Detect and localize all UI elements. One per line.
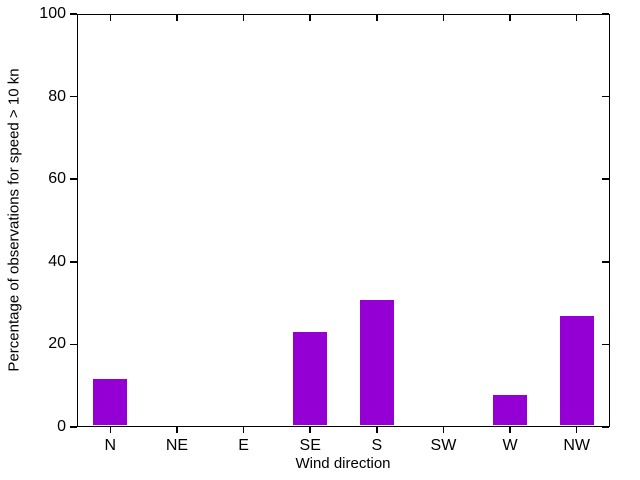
bottom-tick-nw: [575, 427, 578, 433]
bar-nw: [559, 315, 594, 426]
bottom-tick-e: [242, 427, 245, 433]
bar-w: [493, 394, 528, 426]
top-tick-nw: [575, 14, 578, 21]
bottom-tick-se: [309, 427, 311, 433]
bar-se: [293, 332, 328, 426]
top-tick-e: [242, 14, 245, 21]
y-tick-left-0: [70, 426, 77, 428]
top-tick-w: [509, 14, 511, 21]
x-tick-label-nw: NW: [563, 437, 591, 454]
y-tick-right-100: [601, 13, 609, 15]
bottom-tick-sw: [442, 427, 445, 433]
x-tick-label-se: SE: [299, 437, 321, 454]
y-tick-left-60: [70, 178, 77, 180]
y-tick-label-80: 80: [48, 87, 66, 105]
bar-n: [93, 378, 128, 426]
y-tick-right-20: [601, 343, 609, 346]
y-tick-right-40: [601, 261, 609, 263]
y-tick-label-20: 20: [48, 335, 66, 353]
y-tick-label-40: 40: [48, 252, 66, 270]
y-tick-right-60: [601, 178, 609, 180]
x-tick-label-w: W: [502, 437, 518, 454]
y-tick-label-0: 0: [57, 418, 66, 435]
y-tick-left-100: [70, 13, 77, 15]
x-axis-title: Wind direction: [295, 455, 391, 472]
top-tick-sw: [442, 14, 445, 21]
bottom-tick-n: [109, 427, 112, 433]
top-tick-s: [376, 14, 378, 21]
x-tick-label-n: N: [104, 437, 117, 454]
x-tick-label-e: E: [238, 437, 249, 454]
x-tick-label-s: S: [371, 437, 383, 454]
y-tick-right-0: [601, 426, 609, 428]
y-tick-left-20: [70, 343, 77, 346]
x-tick-label-ne: NE: [165, 437, 189, 454]
bottom-tick-ne: [176, 427, 178, 433]
top-tick-ne: [176, 14, 178, 21]
top-tick-n: [109, 14, 112, 21]
bar-s: [359, 300, 394, 426]
plot-frame: [77, 14, 610, 427]
top-tick-se: [309, 14, 311, 21]
y-tick-left-40: [70, 261, 77, 263]
x-tick-label-sw: SW: [430, 437, 457, 454]
bottom-tick-w: [509, 427, 511, 433]
y-tick-label-60: 60: [48, 170, 66, 188]
y-tick-right-80: [601, 95, 609, 98]
y-tick-label-100: 100: [39, 5, 66, 22]
y-tick-left-80: [70, 95, 77, 98]
bottom-tick-s: [376, 427, 378, 433]
y-axis-title: Percentage of observations for speed > 1…: [5, 68, 23, 372]
